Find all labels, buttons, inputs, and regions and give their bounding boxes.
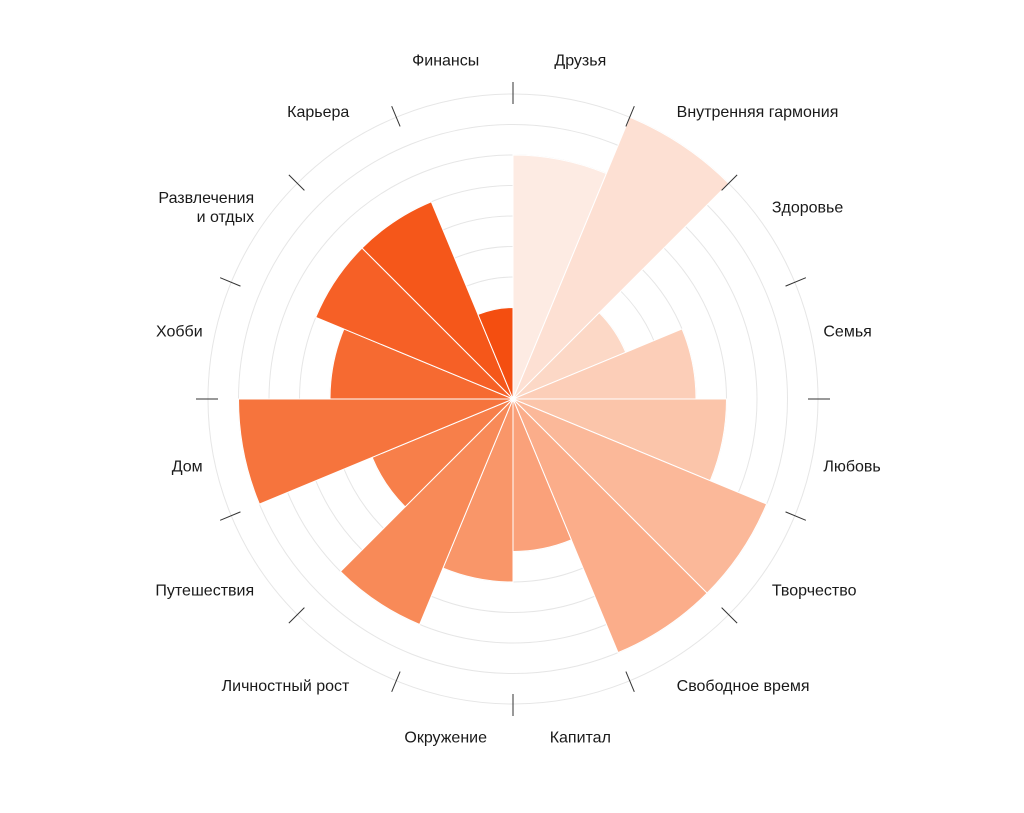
category-label-line: Здоровье — [772, 199, 844, 216]
category-label: Хобби — [156, 324, 203, 341]
category-label: Дом — [172, 458, 203, 475]
category-label: Семья — [823, 324, 871, 341]
category-label: Финансы — [412, 53, 479, 70]
category-label: Капитал — [550, 729, 611, 746]
sector — [477, 306, 514, 400]
category-label-line: Внутренняя гармония — [677, 104, 839, 121]
sector — [237, 398, 514, 505]
category-label: Свободное время — [677, 678, 810, 695]
axis-tick — [288, 174, 305, 191]
category-label-line: Окружение — [404, 729, 487, 746]
category-label: Друзья — [554, 53, 606, 70]
category-label-line: Семья — [823, 324, 871, 341]
category-label-line: Карьера — [287, 104, 349, 121]
category-label-line: и отдых — [197, 209, 255, 226]
sectors-group — [237, 116, 768, 654]
category-label-line: Свободное время — [677, 678, 810, 695]
axis-tick — [785, 511, 807, 521]
category-label-line: Путешествия — [155, 583, 254, 600]
axis-tick — [288, 607, 305, 624]
category-label: Окружение — [404, 729, 487, 746]
category-label: Любовь — [823, 458, 880, 475]
axis-tick — [721, 174, 738, 191]
category-label-line: Финансы — [412, 53, 479, 70]
category-label: Внутренняя гармония — [677, 104, 839, 121]
axis-tick — [721, 607, 738, 624]
axis-ticks — [196, 82, 830, 716]
category-label-line: Творчество — [772, 583, 857, 600]
category-label-line: Хобби — [156, 324, 203, 341]
axis-tick — [785, 277, 807, 287]
category-label: Путешествия — [155, 583, 254, 600]
axis-tick — [219, 277, 241, 287]
axis-tick — [391, 671, 401, 693]
category-label: Карьера — [287, 104, 349, 121]
category-label: Творчество — [772, 583, 857, 600]
axis-tick — [391, 105, 401, 127]
category-label: Личностный рост — [222, 678, 350, 695]
sector — [339, 398, 514, 626]
category-label-line: Капитал — [550, 729, 611, 746]
axis-tick — [625, 105, 635, 127]
sector — [512, 116, 730, 400]
category-label-line: Дом — [172, 458, 203, 475]
sector — [361, 201, 514, 400]
category-label-line: Друзья — [554, 53, 606, 70]
category-label-line: Развлечения — [158, 190, 254, 207]
category-label: Здоровье — [772, 199, 844, 216]
axis-tick — [625, 671, 635, 693]
category-label-line: Личностный рост — [222, 678, 350, 695]
category-label: Развлечения и отдых — [158, 190, 254, 226]
axis-tick — [219, 511, 241, 521]
category-label-line: Любовь — [823, 458, 880, 475]
sector — [512, 398, 708, 654]
category-labels: Друзья Внутренняя гармония Здоровье Семья Лю… — [155, 53, 880, 747]
